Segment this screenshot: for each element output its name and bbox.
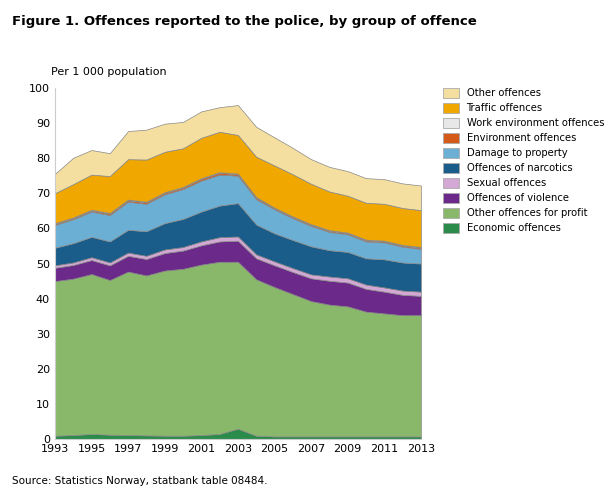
Text: Figure 1. Offences reported to the police, by group of offence: Figure 1. Offences reported to the polic… [12,15,477,28]
Text: Per 1 000 population: Per 1 000 population [51,67,167,77]
Text: Source: Statistics Norway, statbank table 08484.: Source: Statistics Norway, statbank tabl… [12,476,268,486]
Legend: Other offences, Traffic offences, Work environment offences, Environment offence: Other offences, Traffic offences, Work e… [440,86,606,235]
